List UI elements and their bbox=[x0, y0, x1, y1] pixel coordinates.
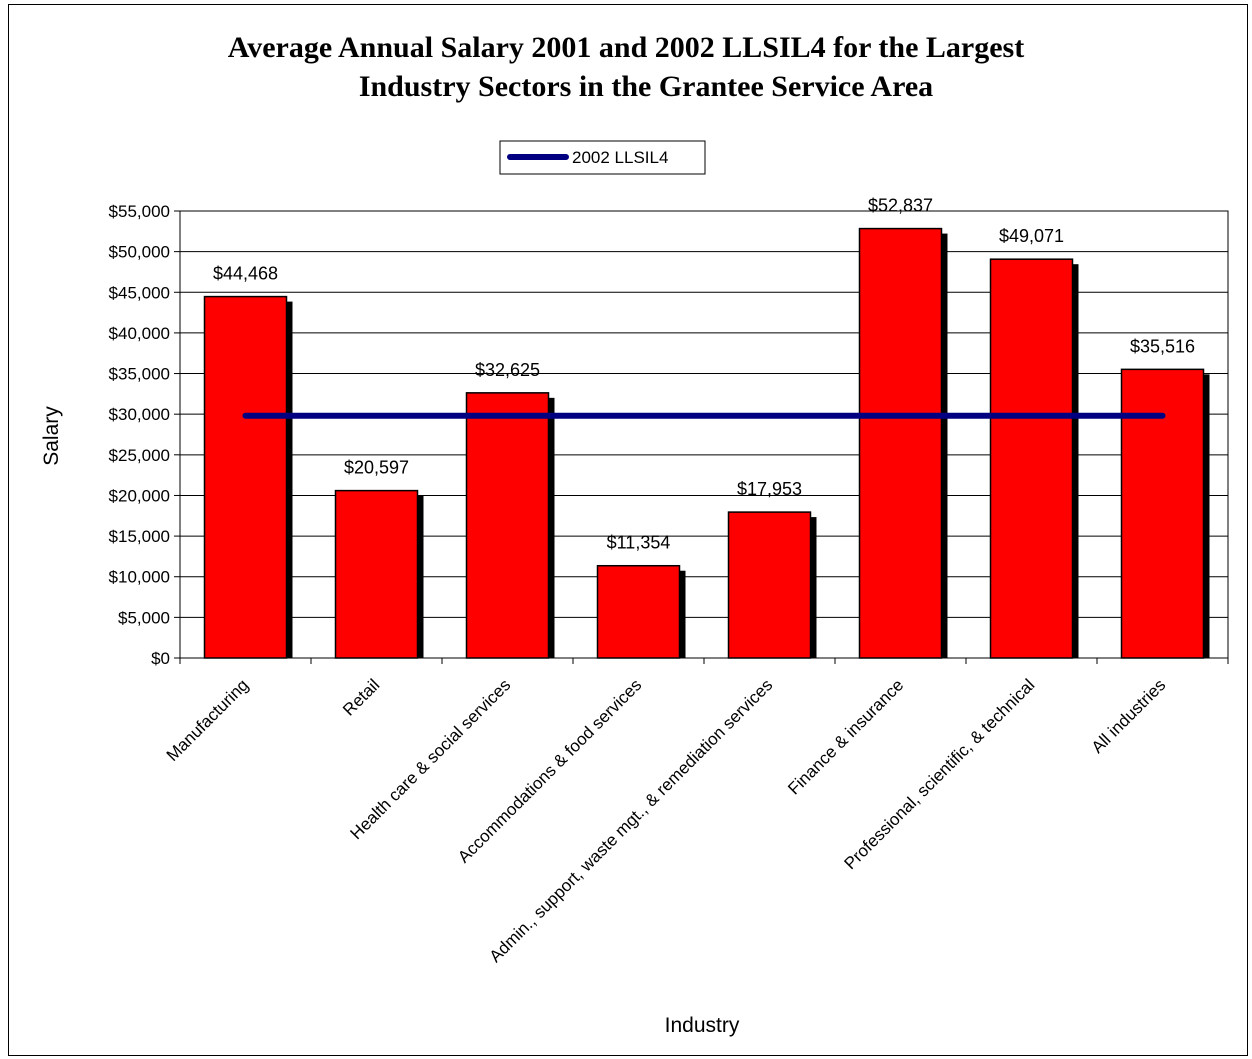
bar bbox=[596, 564, 681, 659]
y-tick-label: $40,000 bbox=[109, 324, 170, 343]
data-label: $32,625 bbox=[475, 360, 540, 380]
y-tick-label: $25,000 bbox=[109, 446, 170, 465]
bar bbox=[727, 511, 812, 659]
x-tick-label: Finance & insurance bbox=[784, 675, 907, 798]
x-tick-label: All industries bbox=[1088, 675, 1170, 757]
x-tick-label: Retail bbox=[339, 675, 383, 719]
bar bbox=[203, 295, 288, 659]
y-tick-label: $10,000 bbox=[109, 568, 170, 587]
data-label: $49,071 bbox=[999, 226, 1064, 246]
y-tick-label: $15,000 bbox=[109, 527, 170, 546]
data-label: $11,354 bbox=[607, 533, 671, 553]
data-label: $17,953 bbox=[737, 479, 802, 499]
y-tick-label: $5,000 bbox=[118, 608, 170, 627]
data-label: $44,468 bbox=[213, 264, 278, 284]
y-tick-label: $35,000 bbox=[109, 365, 170, 384]
legend: 2002 LLSIL4 bbox=[499, 140, 706, 175]
data-label: $52,837 bbox=[868, 196, 933, 216]
y-tick-label: $50,000 bbox=[109, 243, 170, 262]
bar bbox=[1120, 368, 1205, 659]
bar bbox=[334, 489, 419, 659]
bar bbox=[858, 227, 943, 659]
data-label: $20,597 bbox=[344, 458, 409, 478]
x-axis-title: Industry bbox=[665, 1014, 740, 1037]
x-tick-label: Admin., support, waste mgt., & remediati… bbox=[486, 675, 777, 966]
y-tick-label: $55,000 bbox=[109, 202, 170, 221]
bar bbox=[989, 258, 1074, 659]
x-tick-label: Manufacturing bbox=[163, 675, 253, 765]
data-label: $35,516 bbox=[1130, 336, 1195, 356]
y-axis-title: Salary bbox=[40, 406, 63, 466]
bar bbox=[465, 392, 550, 659]
y-tick-label: $0 bbox=[151, 649, 170, 668]
legend-label: 2002 LLSIL4 bbox=[572, 148, 668, 167]
chart-title-line-2: Industry Sectors in the Grantee Service … bbox=[359, 70, 933, 103]
chart-title-line-1: Average Annual Salary 2001 and 2002 LLSI… bbox=[228, 31, 1024, 64]
y-tick-label: $20,000 bbox=[109, 486, 170, 505]
y-tick-label: $30,000 bbox=[109, 405, 170, 424]
y-tick-label: $45,000 bbox=[109, 283, 170, 302]
